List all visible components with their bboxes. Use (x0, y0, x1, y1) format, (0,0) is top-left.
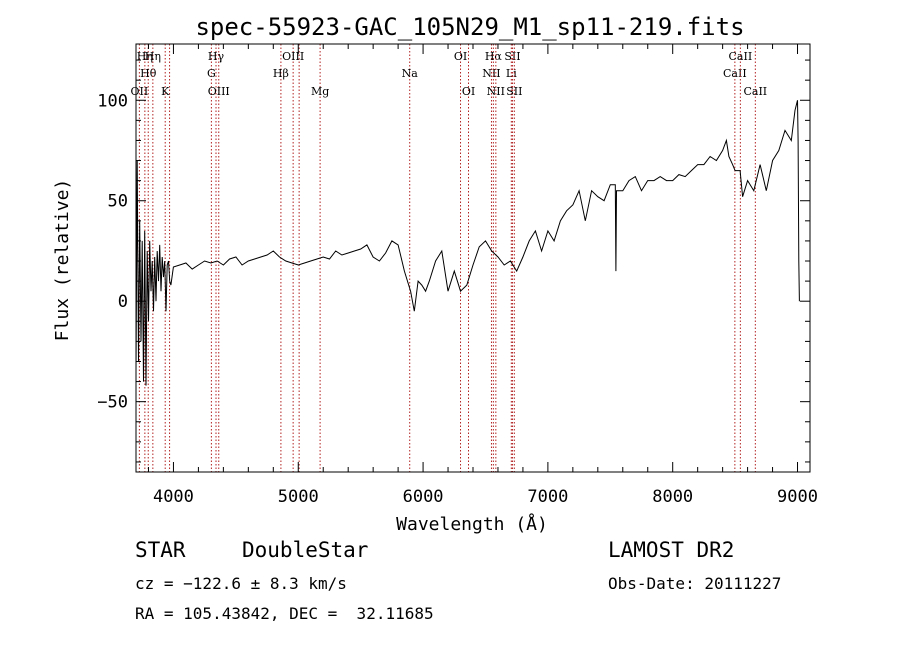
axis-ticks: 4000 5000 6000 7000 8000 9000 −50 0 50 100 (97, 44, 818, 507)
y-axis-label: Flux (relative) (52, 179, 73, 342)
spectral-line-label: K (161, 85, 170, 98)
coordinates: RA = 105.43842, DEC = 32.11685 (135, 604, 434, 623)
spectral-line-label: OI (454, 50, 467, 63)
x-tick-label: 7000 (527, 487, 568, 507)
spectral-line-label: OIII (208, 85, 230, 98)
spectral-line-label: SII (504, 50, 520, 63)
survey-name: LAMOST DR2 (608, 538, 735, 562)
spectral-line-label: OI (462, 85, 475, 98)
x-tick-label: 5000 (278, 487, 319, 507)
series-layer (135, 100, 800, 386)
spectral-line-label: Hθ (140, 67, 157, 80)
plot-frame (135, 43, 811, 473)
object-subclass: DoubleStar (242, 538, 369, 562)
spectral-line-label: Na (402, 67, 419, 80)
spectral-line-label: Hβ (273, 67, 289, 80)
spectral-line-label: NII (482, 67, 500, 80)
x-tick-label: 8000 (652, 487, 693, 507)
spectral-line-label: CaII (729, 50, 753, 63)
spectral-line-label: CaII (723, 67, 747, 80)
x-tick-label: 4000 (153, 487, 194, 507)
spectral-line-label: CaII (743, 85, 767, 98)
object-class: STAR (135, 538, 186, 562)
x-tick-label: 9000 (777, 487, 818, 507)
spectral-line-label: Mg (311, 85, 329, 98)
spectral-line-label: Hα (485, 50, 503, 63)
observation-date: Obs-Date: 20111227 (608, 574, 782, 593)
spectrum-line (135, 100, 800, 386)
x-tick-label: 6000 (403, 487, 444, 507)
spectral-line-label: Hη (145, 50, 161, 63)
spectral-line-label: Li (506, 67, 517, 80)
y-tick-label: 0 (118, 292, 128, 312)
chart-title: spec-55923-GAC_105N29_M1_sp11-219.fits (195, 13, 744, 41)
spectral-line-label: OIII (282, 50, 304, 63)
x-axis-label: Wavelength (Å) (396, 513, 548, 535)
emission-lines: OIIHηHθHηKGHγOIIIHβOIIIMgNaOIOINIIHαNIIL… (131, 44, 767, 472)
y-tick-label: 50 (108, 192, 128, 212)
redshift-cz: cz = −122.6 ± 8.3 km/s (135, 574, 347, 593)
spectral-line-label: OII (131, 85, 149, 98)
spectral-line-label: G (207, 67, 216, 80)
y-tick-label: 100 (97, 91, 128, 111)
spectral-line-label: SII (506, 85, 522, 98)
spectral-line-label: Hγ (208, 50, 225, 63)
y-tick-label: −50 (97, 393, 128, 413)
spectral-line-label: NII (487, 85, 505, 98)
